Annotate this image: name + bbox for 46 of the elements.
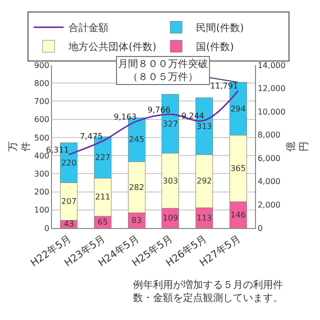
data-label: 294 [230,104,246,114]
data-label: 327 [162,119,178,128]
data-label: 365 [230,164,246,174]
data-label: 313 [196,122,212,131]
data-label: 9,163 [114,112,137,122]
legend-label: 民間(件数) [196,23,244,34]
y-tick-label: 900 [34,60,50,70]
data-label: 292 [196,176,212,186]
annotation: 月間８００万件突破（８０５万件） [118,58,208,83]
data-label: 83 [131,216,142,225]
y-tick-label: 700 [34,97,50,106]
legend-label: 国(件数) [196,42,234,54]
data-label: 7,475 [80,132,103,141]
y-tick-label: 400 [34,151,50,160]
y2-tick-label: 2,000 [258,200,281,210]
data-label: 43 [64,220,74,229]
data-label: 303 [162,176,178,186]
y2-tick-label: 0 [258,224,263,233]
y-tick-label: 0 [44,224,50,233]
y-tick-label: 200 [34,188,50,197]
y-tick-label: 800 [34,78,50,88]
y2-tick-label: 8,000 [258,130,281,140]
data-label: 282 [128,182,144,192]
y2-tick-label: 4,000 [258,177,281,186]
y2-tick-label: 10,000 [258,107,286,116]
y2-tick-label: 14,000 [258,60,286,70]
data-label: 211 [95,192,110,202]
data-label: 220 [61,158,77,168]
text: 例年利用が増加する５月の利用件数・金額を定点観測しています。 [133,279,283,304]
data-label: 207 [61,196,77,206]
y-axis-title: 万件 [8,142,32,152]
y-tick-label: 300 [34,169,50,178]
legend-label: 合計金額 [68,22,109,34]
y-tick-label: 100 [34,206,50,215]
y-tick-label: 600 [34,115,50,124]
y2-tick-label: 6,000 [258,154,281,163]
y2-axis-title: 億円 [285,142,310,152]
y2-tick-label: 12,000 [258,84,286,94]
data-label: 65 [98,218,108,227]
data-label: 245 [128,135,144,144]
data-label: 227 [95,152,110,162]
legend-label: 地方公共団体(件数) [68,41,157,54]
data-label: 146 [230,210,246,220]
data-label: 109 [162,214,178,223]
data-label: 113 [196,213,212,222]
y-tick-label: 500 [34,133,50,142]
